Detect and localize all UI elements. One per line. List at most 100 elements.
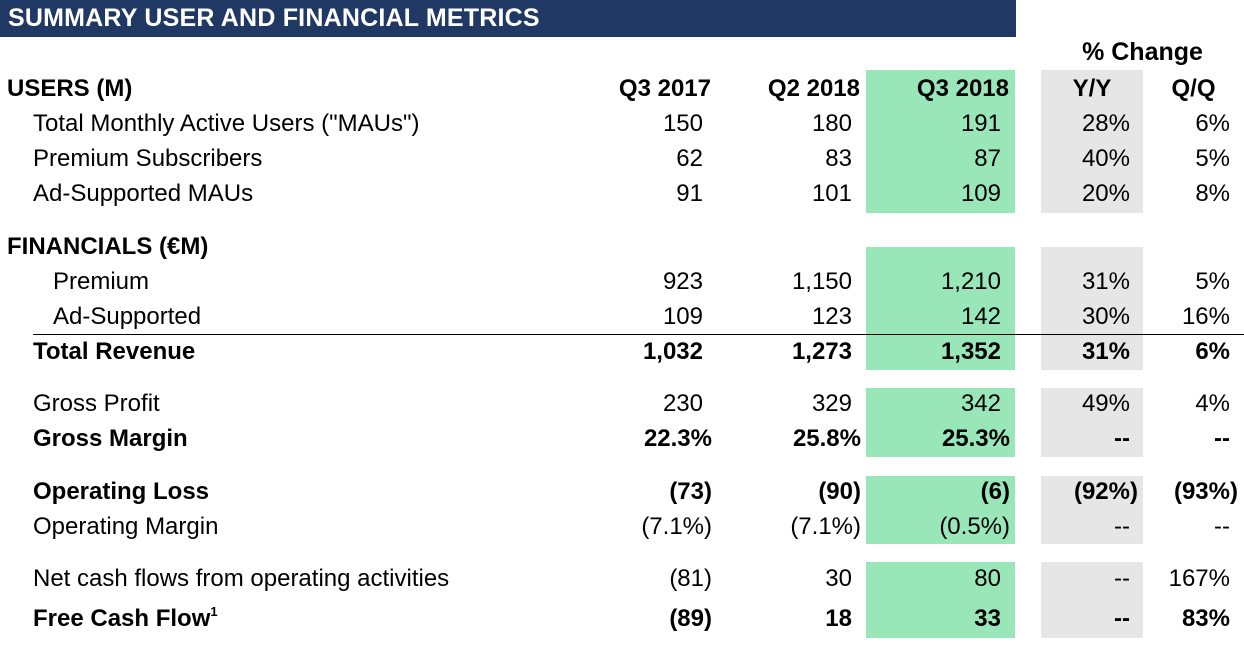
table-row: Net cash flows from operating activities… — [0, 562, 1244, 596]
page-title: SUMMARY USER AND FINANCIAL METRICS — [0, 0, 1016, 37]
row-gap — [860, 457, 1150, 476]
fcf-label-text: Free Cash Flow — [33, 605, 211, 632]
row-label: Total Revenue — [33, 338, 196, 365]
cell-q3-2018: 109 — [960, 180, 1001, 207]
row-gap — [860, 544, 1150, 562]
cell-qq: 16% — [1181, 303, 1230, 330]
cell-q3-2017: 109 — [662, 303, 703, 330]
cell-q2-2018: 1,273 — [791, 338, 852, 365]
cell-q3-2017: 22.3% — [643, 425, 712, 452]
cell-q3-2018: 342 — [960, 390, 1001, 417]
cell-yy: -- — [1114, 513, 1130, 540]
cell-q3-2017: (89) — [669, 605, 712, 632]
cell-qq: -- — [1214, 425, 1230, 452]
cell-q3-2018: 142 — [960, 303, 1001, 330]
cell-q3-2017: 150 — [662, 110, 703, 137]
row-label: Operating Loss — [33, 478, 210, 505]
cell-qq: (93%) — [1173, 478, 1238, 505]
cell-qq: 167% — [1168, 565, 1230, 592]
table-row: Free Cash Flow1 (89) 18 33 -- 83% — [0, 602, 1244, 636]
users-heading: USERS (M) — [7, 75, 133, 102]
row-gap — [860, 370, 1150, 388]
cell-yy: 30% — [1081, 303, 1130, 330]
table-row: Ad-Supported 109 123 142 30% 16% — [0, 300, 1244, 334]
cell-yy: 20% — [1081, 180, 1130, 207]
cell-q2-2018: 83 — [825, 145, 852, 172]
table-row: Total Monthly Active Users ("MAUs") 150 … — [0, 107, 1244, 141]
row-label: Operating Margin — [33, 513, 219, 540]
cell-q3-2017: 230 — [662, 390, 703, 417]
cell-q3-2017: 1,032 — [642, 338, 703, 365]
current-quarter-highlight — [866, 70, 1015, 638]
cell-q2-2018: 1,150 — [791, 268, 852, 295]
row-label: Net cash flows from operating activities — [33, 565, 450, 592]
cell-q2-2018: (90) — [818, 478, 861, 505]
cell-qq: 83% — [1181, 605, 1230, 632]
cell-q2-2018: 18 — [825, 605, 852, 632]
cell-qq: 8% — [1195, 180, 1230, 207]
cell-q3-2018: 80 — [974, 565, 1001, 592]
row-label: Premium Subscribers — [33, 145, 263, 172]
row-label: Ad-Supported — [53, 303, 202, 330]
cell-q3-2018: 191 — [960, 110, 1001, 137]
table-row: Gross Margin 22.3% 25.8% 25.3% -- -- — [0, 422, 1244, 456]
cell-q3-2017: 923 — [662, 268, 703, 295]
cell-q2-2018: 329 — [811, 390, 852, 417]
cell-q3-2018: 87 — [974, 145, 1001, 172]
cell-yy: 40% — [1081, 145, 1130, 172]
cell-qq: 4% — [1195, 390, 1230, 417]
cell-q3-2018: 25.3% — [941, 425, 1010, 452]
cell-q3-2018: (6) — [980, 478, 1010, 505]
cell-q2-2018: 25.8% — [792, 425, 861, 452]
col-yy: Y/Y — [1072, 75, 1112, 102]
cell-yy: 49% — [1081, 390, 1130, 417]
cell-q3-2018: 33 — [974, 605, 1001, 632]
change-columns-highlight — [1041, 70, 1143, 638]
cell-yy: -- — [1114, 565, 1130, 592]
row-gap — [860, 213, 1150, 247]
cell-qq: 6% — [1195, 338, 1230, 365]
cell-yy: -- — [1114, 605, 1130, 632]
cell-q2-2018: 101 — [811, 180, 852, 207]
total-divider — [33, 334, 1244, 335]
cell-q2-2018: 180 — [811, 110, 852, 137]
cell-q3-2018: (0.5%) — [939, 513, 1010, 540]
cell-qq: -- — [1214, 513, 1230, 540]
cell-q3-2018: 1,352 — [940, 338, 1001, 365]
cell-q2-2018: 123 — [811, 303, 852, 330]
cell-yy: 31% — [1081, 338, 1130, 365]
cell-qq: 5% — [1195, 145, 1230, 172]
cell-q3-2017: 62 — [676, 145, 703, 172]
financials-heading: FINANCIALS (€M) — [7, 233, 209, 260]
col-qq: Q/Q — [1171, 75, 1216, 102]
table-row: Gross Profit 230 329 342 49% 4% — [0, 387, 1244, 421]
cell-yy: -- — [1114, 425, 1130, 452]
cell-q3-2017: (73) — [669, 478, 712, 505]
col-q3-2017: Q3 2017 — [618, 75, 711, 102]
cell-q3-2018: 1,210 — [940, 268, 1001, 295]
row-label: Free Cash Flow1 — [33, 602, 218, 636]
cell-q2-2018: 30 — [825, 565, 852, 592]
table-row: Premium Subscribers 62 83 87 40% 5% — [0, 142, 1244, 176]
pct-change-heading: % Change — [1082, 38, 1203, 66]
cell-q3-2017: (81) — [669, 565, 712, 592]
row-label: Premium — [53, 268, 150, 295]
cell-yy: (92%) — [1073, 478, 1138, 505]
col-q2-2018: Q2 2018 — [767, 75, 860, 102]
cell-q3-2017: (7.1%) — [641, 513, 712, 540]
cell-yy: 28% — [1081, 110, 1130, 137]
table-row: Operating Margin (7.1%) (7.1%) (0.5%) --… — [0, 510, 1244, 544]
table-row: Operating Loss (73) (90) (6) (92%) (93%) — [0, 475, 1244, 509]
table-row-total: Total Revenue 1,032 1,273 1,352 31% 6% — [0, 335, 1244, 369]
row-label: Gross Profit — [33, 390, 160, 417]
table-row: Ad-Supported MAUs 91 101 109 20% 8% — [0, 177, 1244, 211]
cell-qq: 6% — [1195, 110, 1230, 137]
row-label: Ad-Supported MAUs — [33, 180, 254, 207]
row-label: Gross Margin — [33, 425, 188, 452]
cell-yy: 31% — [1081, 268, 1130, 295]
users-header-row: USERS (M) Q3 2017 Q2 2018 Q3 2018 Y/Y Q/… — [0, 72, 1244, 106]
cell-q2-2018: (7.1%) — [790, 513, 861, 540]
cell-q3-2017: 91 — [676, 180, 703, 207]
footnote-marker: 1 — [210, 604, 218, 619]
cell-qq: 5% — [1195, 268, 1230, 295]
